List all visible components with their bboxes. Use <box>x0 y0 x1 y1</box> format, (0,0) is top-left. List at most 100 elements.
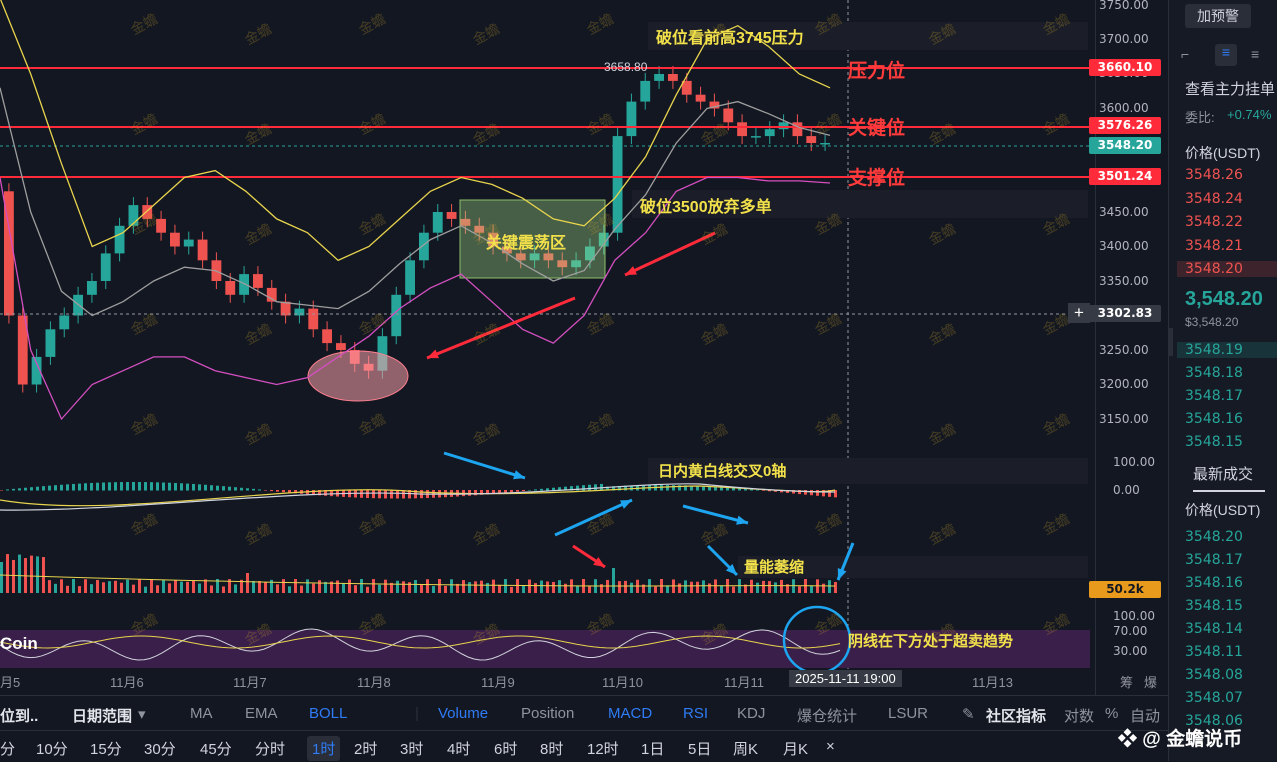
collapse-handle[interactable]: ▸ <box>1169 328 1173 356</box>
time-axis-label: 11月6 <box>110 675 144 690</box>
auto-scale-toggle[interactable]: 自动 <box>1130 708 1161 725</box>
big-order-link[interactable]: 查看主力挂单 <box>1185 81 1276 98</box>
layout-icon-1[interactable]: ⌐ <box>1181 46 1190 62</box>
timeframe-16[interactable]: 月K <box>783 741 809 758</box>
volume-bar <box>690 581 693 593</box>
macd-bar <box>246 488 249 491</box>
timeframe-4[interactable]: 45分 <box>200 741 232 758</box>
position-toggle[interactable]: Position <box>521 705 575 722</box>
timeframe-0[interactable]: 分 <box>0 741 16 758</box>
ema-toggle[interactable]: EMA <box>245 705 278 722</box>
macd-bar <box>30 487 33 491</box>
macd-line <box>0 483 836 511</box>
kdj-toggle[interactable]: KDJ <box>737 705 766 722</box>
note-bar-volume <box>738 556 1088 578</box>
boll-toggle[interactable]: BOLL <box>309 705 348 722</box>
blue-arrow-macd-3-head <box>736 515 748 525</box>
community-indicator-button[interactable]: 社区指标 <box>986 708 1047 725</box>
macd-bar <box>402 490 405 499</box>
macd-bar <box>552 487 555 491</box>
volume-bar <box>630 582 633 593</box>
volume-bar <box>342 583 345 593</box>
macd-bar <box>204 484 207 491</box>
volume-toggle[interactable]: Volume <box>438 705 489 722</box>
bid-row[interactable]: 3548.19 <box>1177 342 1277 358</box>
macd-bar <box>504 490 507 493</box>
volume-bar <box>276 584 279 593</box>
ask-row[interactable]: 3548.26 <box>1185 167 1243 183</box>
price-tick: 3600.00 <box>1099 101 1149 115</box>
bid-row[interactable]: 3548.15 <box>1185 434 1243 450</box>
volume-bar <box>318 580 321 593</box>
rsi-signal-line <box>0 635 841 649</box>
timeframe-10[interactable]: 6时 <box>494 741 518 758</box>
timeframe-11[interactable]: 8时 <box>540 741 564 758</box>
timeframe-17[interactable]: × <box>826 738 835 755</box>
macd-bar <box>768 490 771 492</box>
timeframe-2[interactable]: 15分 <box>90 741 122 758</box>
crosshair-plus-icon[interactable]: + <box>1068 303 1090 323</box>
volume-bar <box>600 584 603 593</box>
layout-icon-2[interactable]: ≡ <box>1215 44 1237 66</box>
bid-row[interactable]: 3548.18 <box>1185 365 1243 381</box>
bid-row[interactable]: 3548.16 <box>1185 411 1243 427</box>
volume-bar <box>822 583 825 593</box>
volume-bar <box>114 580 117 593</box>
axis-chip-a[interactable]: 筹 <box>1120 675 1134 690</box>
volume-bar <box>78 586 81 593</box>
price-axis[interactable] <box>1095 0 1169 695</box>
date-range-button[interactable]: 日期范围 <box>72 708 133 725</box>
calendar-icon[interactable]: ▾ <box>138 706 146 723</box>
rsi-toggle[interactable]: RSI <box>683 705 709 722</box>
candle-body <box>598 232 609 247</box>
timeframe-7[interactable]: 2时 <box>354 741 378 758</box>
trades-tab-underline <box>1193 490 1265 492</box>
timeframe-14[interactable]: 5日 <box>688 741 712 758</box>
price-tick: 3200.00 <box>1099 377 1149 391</box>
candlestick-chart[interactable] <box>0 0 1095 695</box>
timeframe-12[interactable]: 12时 <box>587 741 619 758</box>
timeframe-6[interactable]: 1时 <box>307 736 341 761</box>
log-scale-toggle[interactable]: 对数 <box>1064 708 1095 725</box>
volume-bar <box>492 579 495 593</box>
macd-bar <box>408 490 411 499</box>
time-axis-label: 月5 <box>0 675 21 690</box>
macd-toggle[interactable]: MACD <box>608 705 653 722</box>
volume-bar <box>732 586 735 593</box>
axis-chip-b[interactable]: 爆 <box>1144 675 1158 690</box>
layout-icon-3[interactable]: ≡ <box>1251 46 1260 62</box>
volume-bar <box>576 585 579 593</box>
locate-button[interactable]: 位到.. <box>0 708 39 725</box>
support-price-tag: 3501.24 <box>1089 168 1161 185</box>
lsur-toggle[interactable]: LSUR <box>888 705 929 722</box>
timeframe-3[interactable]: 30分 <box>144 741 176 758</box>
edit-icon[interactable]: ✎ <box>962 706 975 723</box>
timeframe-15[interactable]: 周K <box>733 741 759 758</box>
ask-row[interactable]: 3548.24 <box>1185 190 1243 207</box>
timeframe-9[interactable]: 4时 <box>447 741 471 758</box>
volume-bar <box>810 585 813 593</box>
volume-bar <box>156 585 159 593</box>
ask-row[interactable]: 3548.22 <box>1185 214 1243 230</box>
liquidation-toggle[interactable]: 爆仓统计 <box>797 708 858 725</box>
timeframe-13[interactable]: 1日 <box>641 741 665 758</box>
timeframe-5[interactable]: 分时 <box>255 741 286 758</box>
candle-body <box>336 343 346 350</box>
macd-bar <box>366 490 369 499</box>
bid-row[interactable]: 3548.17 <box>1185 388 1243 404</box>
alert-button[interactable]: 加预警 <box>1185 4 1251 28</box>
candle-body <box>737 122 747 137</box>
ma-toggle[interactable]: MA <box>190 705 213 722</box>
current-price-tag: 3548.20 <box>1089 137 1161 154</box>
macd-bar <box>216 485 219 491</box>
timeframe-1[interactable]: 10分 <box>36 741 68 758</box>
volume-bar <box>696 581 699 593</box>
ask-row[interactable]: 3548.21 <box>1185 237 1243 254</box>
time-axis-label: 11月11 <box>724 675 764 690</box>
brand-icon: ❖ <box>1118 729 1138 750</box>
ask-row[interactable]: 3548.20 <box>1177 261 1277 277</box>
volume-bar <box>216 579 219 593</box>
candle-body <box>17 315 28 385</box>
percent-toggle[interactable]: % <box>1105 705 1119 722</box>
timeframe-8[interactable]: 3时 <box>400 741 424 758</box>
